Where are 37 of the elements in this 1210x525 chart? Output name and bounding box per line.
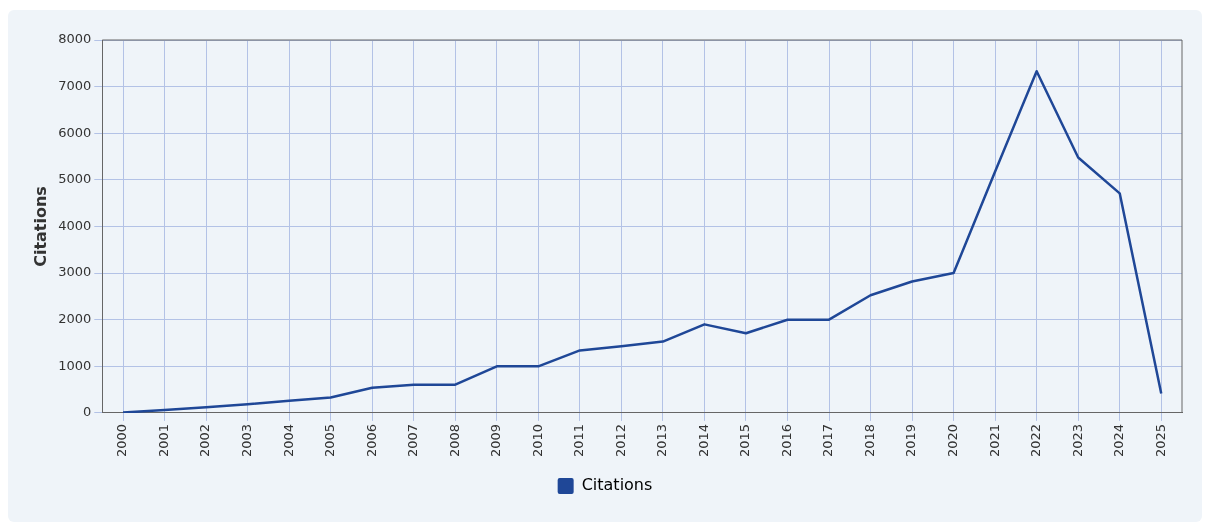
x-tick-label: 2005 (322, 423, 338, 458)
y-tick-label: 8000 (58, 31, 92, 47)
x-tick-label: 2007 (405, 423, 421, 458)
x-tick-label: 2009 (488, 423, 504, 458)
x-tick-label: 2024 (1111, 423, 1127, 458)
x-tick-label: 2011 (571, 423, 587, 458)
x-tick-label: 2013 (654, 423, 670, 458)
legend-label: Citations (581, 475, 653, 495)
y-axis-title: Citations (30, 186, 50, 267)
x-tick-label: 2018 (861, 423, 877, 458)
x-tick-label: 2010 (529, 423, 545, 458)
x-tick-label: 2015 (737, 423, 753, 458)
y-tick-label: 4000 (58, 217, 92, 233)
x-tick-label: 2023 (1069, 423, 1085, 458)
y-tick-label: 7000 (58, 77, 92, 93)
y-tick-label: 5000 (58, 171, 92, 187)
x-tick-label: 2019 (903, 423, 919, 458)
x-tick-label: 2001 (155, 423, 171, 458)
y-tick-label: 1000 (58, 357, 92, 373)
x-tick-label: 2014 (695, 423, 711, 458)
y-tick-label: 0 (83, 404, 92, 420)
x-tick-label: 2006 (363, 423, 379, 458)
x-tick-label: 2000 (114, 423, 130, 458)
x-tick-label: 2002 (197, 423, 213, 458)
x-tick-label: 2004 (280, 423, 296, 458)
y-tick-label: 2000 (58, 311, 92, 327)
x-tick-label: 2012 (612, 423, 628, 458)
x-tick-label: 2016 (778, 423, 794, 458)
x-tick-label: 2008 (446, 423, 462, 458)
x-tick-label: 2025 (1152, 423, 1168, 458)
x-tick-label: 2020 (944, 423, 960, 458)
y-tick-label: 6000 (58, 124, 92, 140)
x-tick-label: 2017 (820, 423, 836, 458)
y-tick-label: 3000 (58, 264, 92, 280)
x-tick-label: 2022 (1028, 423, 1044, 458)
x-tick-label: 2003 (239, 423, 255, 458)
x-tick-label: 2021 (986, 423, 1002, 458)
